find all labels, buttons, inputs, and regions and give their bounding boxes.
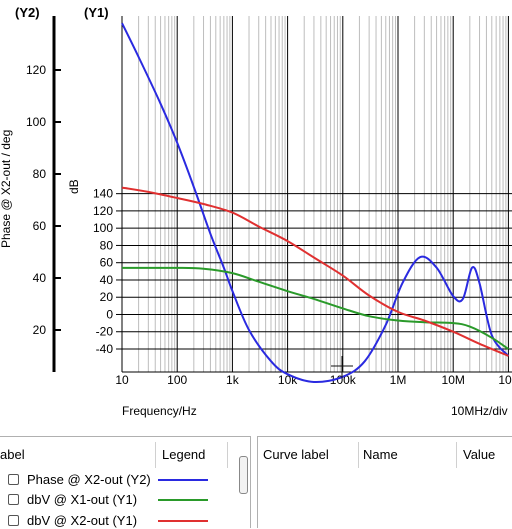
scrollbar[interactable] <box>239 456 248 494</box>
y1-tick-label: 40 <box>100 273 114 287</box>
series-line <box>121 266 509 350</box>
legend-col-label: abel <box>0 447 25 462</box>
legend-swatch <box>158 520 208 522</box>
x-tick-label: 10 <box>115 373 129 387</box>
y1-tick-label: 80 <box>100 238 114 252</box>
legend-item-label: dbV @ X2-out (Y1) <box>27 512 138 528</box>
y2-tick-label: 80 <box>33 167 47 181</box>
series-line <box>121 186 509 357</box>
col-name[interactable]: Name <box>363 447 398 462</box>
values-panel: Curve label Name Value <box>257 436 512 528</box>
legend-item[interactable]: Phase @ X2-out (Y2) <box>8 470 151 488</box>
x-tick-label: 100 <box>498 373 512 387</box>
y1-tick-label: 20 <box>100 290 114 304</box>
y2-axis-title: Phase @ X2-out / deg <box>0 130 13 248</box>
column-divider <box>358 442 359 468</box>
y2-tick-label: 40 <box>33 271 47 285</box>
column-divider <box>456 442 457 468</box>
series-line <box>121 22 510 384</box>
y2-tick-label: 120 <box>26 63 46 77</box>
column-divider <box>227 442 228 468</box>
y1-axis-unit: dB <box>67 179 81 194</box>
legend-swatch <box>158 479 208 481</box>
y1-tick-label: -20 <box>96 325 114 339</box>
column-divider <box>155 442 156 468</box>
y2-tick-label: 20 <box>33 323 47 337</box>
chart-area[interactable]: 140 120 100 80 60 40 20 0 -20 -40 120 100 80 60 40 20 10… <box>0 0 512 432</box>
legend-item[interactable]: dbV @ X1-out (Y1) <box>8 490 137 508</box>
y1-axis-tag: (Y1) <box>84 5 109 20</box>
series-group <box>121 22 510 384</box>
y1-tick-label: 60 <box>100 256 114 270</box>
checkbox[interactable] <box>8 514 19 526</box>
x-tick-label: 1M <box>390 373 407 387</box>
x-tick-label: 10M <box>442 373 465 387</box>
x-tick-label: 100 <box>167 373 187 387</box>
legend-item-label: Phase @ X2-out (Y2) <box>27 471 151 487</box>
crosshair-cursor[interactable] <box>331 356 353 378</box>
legend-item-label: dbV @ X1-out (Y1) <box>27 491 138 507</box>
legend-item[interactable]: dbV @ X2-out (Y1) <box>8 511 137 529</box>
y1-tick-label: 100 <box>93 221 113 235</box>
y1-tick-label: -40 <box>96 342 114 356</box>
y2-tick-label: 60 <box>33 219 47 233</box>
y1-tick-label: 120 <box>93 204 113 218</box>
x-axis-title: Frequency/Hz <box>122 404 197 418</box>
y2-tick-label: 100 <box>26 115 46 129</box>
y2-axis-tag: (Y2) <box>15 5 40 20</box>
legend-col-legend: Legend <box>162 447 206 462</box>
x-axis-div-label: 10MHz/div <box>451 404 508 418</box>
y1-tick-label: 0 <box>106 307 113 321</box>
col-value[interactable]: Value <box>463 447 496 462</box>
checkbox[interactable] <box>8 473 19 485</box>
legend-panel: abel Legend Phase @ X2-out (Y2) dbV @ X1… <box>0 436 251 528</box>
x-tick-label: 100k <box>330 373 357 387</box>
x-tick-label: 1k <box>226 373 240 387</box>
checkbox[interactable] <box>8 493 19 505</box>
legend-swatch <box>158 499 208 501</box>
col-curve-label[interactable]: Curve label <box>263 447 329 462</box>
y1-tick-label: 140 <box>93 187 113 201</box>
grid <box>122 16 512 372</box>
